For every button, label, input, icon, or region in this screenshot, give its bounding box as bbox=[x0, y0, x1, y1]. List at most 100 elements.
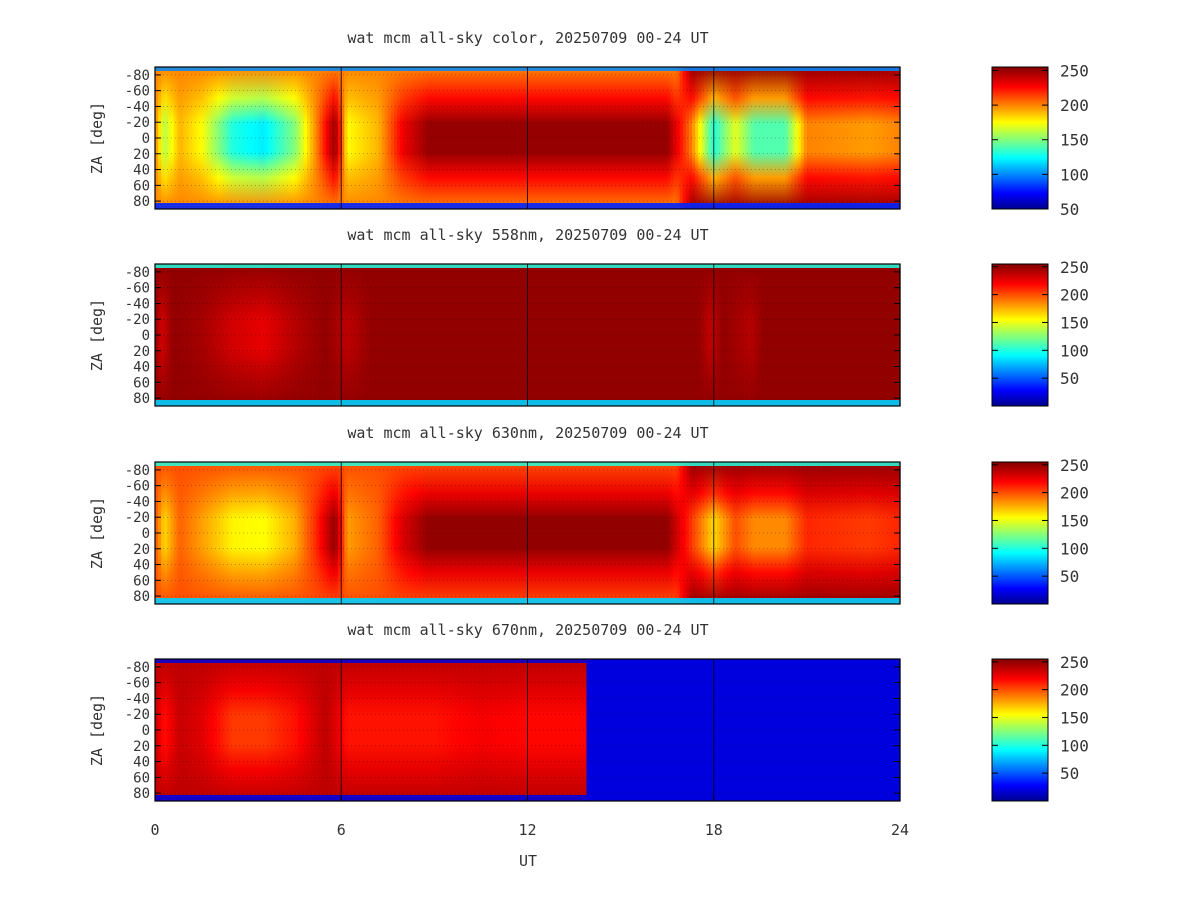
heatmap-column bbox=[378, 67, 383, 209]
heatmap-column bbox=[372, 462, 376, 604]
x-tick-label: 0 bbox=[150, 821, 159, 839]
heatmap-column bbox=[819, 462, 823, 604]
heatmap-column bbox=[223, 462, 227, 604]
heatmap-column bbox=[564, 659, 569, 801]
heatmap-column bbox=[378, 264, 383, 406]
heatmap-column bbox=[884, 462, 889, 604]
heatmap-column bbox=[719, 67, 724, 209]
heatmap-column bbox=[831, 67, 836, 209]
heatmap-column bbox=[248, 462, 252, 604]
heatmap-column bbox=[583, 264, 588, 406]
heatmap-column bbox=[316, 67, 321, 209]
heatmap-column bbox=[344, 67, 349, 209]
heatmap-column bbox=[692, 67, 696, 209]
heatmap-column bbox=[806, 67, 811, 209]
heatmap-column bbox=[459, 67, 463, 209]
heatmap-column bbox=[490, 462, 494, 604]
heatmap-column bbox=[664, 462, 668, 604]
heatmap-column bbox=[595, 264, 600, 406]
heatmap-column bbox=[372, 264, 376, 406]
heatmap-column bbox=[406, 67, 411, 209]
heatmap-column bbox=[511, 462, 516, 604]
heatmap-column bbox=[344, 462, 349, 604]
heatmap-column bbox=[217, 264, 221, 406]
heatmap-column bbox=[496, 67, 501, 209]
heatmap-column bbox=[878, 67, 882, 209]
heatmap-column bbox=[527, 264, 532, 406]
heatmap-column bbox=[605, 462, 609, 604]
heatmap-column bbox=[530, 659, 535, 801]
heatmap-column bbox=[778, 462, 783, 604]
heatmap-column bbox=[670, 462, 674, 604]
heatmap-column bbox=[245, 659, 249, 801]
heatmap-column bbox=[716, 264, 721, 406]
heatmap-column bbox=[813, 462, 817, 604]
x-tick-label: 12 bbox=[518, 821, 536, 839]
heatmap-column bbox=[204, 67, 209, 209]
heatmap-column bbox=[583, 67, 588, 209]
heatmap-column bbox=[872, 264, 876, 406]
heatmap-column bbox=[667, 67, 671, 209]
heatmap-column bbox=[362, 659, 367, 801]
heatmap-column bbox=[555, 462, 560, 604]
heatmap-column bbox=[536, 67, 541, 209]
heatmap-column bbox=[744, 264, 749, 406]
heatmap-column bbox=[195, 67, 200, 209]
heatmap-column bbox=[676, 67, 681, 209]
heatmap-column bbox=[167, 264, 172, 406]
heatmap-column bbox=[217, 67, 221, 209]
heatmap-column bbox=[732, 264, 737, 406]
colorbar bbox=[991, 66, 1049, 210]
heatmap-column bbox=[375, 67, 380, 209]
heatmap-column bbox=[474, 462, 479, 604]
heatmap-column bbox=[179, 462, 184, 604]
heatmap-column bbox=[471, 462, 476, 604]
heatmap-column bbox=[508, 659, 513, 801]
heatmap-column bbox=[707, 67, 712, 209]
heatmap-column bbox=[282, 659, 286, 801]
heatmap-column bbox=[875, 462, 879, 604]
y-tick-label: 20 bbox=[133, 542, 150, 558]
colorbar-tick-label: 250 bbox=[1060, 456, 1089, 475]
heatmap-column bbox=[415, 264, 420, 406]
heatmap-column bbox=[356, 659, 361, 801]
heatmap-column bbox=[732, 659, 737, 801]
heatmap-column bbox=[598, 462, 603, 604]
y-tick-label: 0 bbox=[142, 328, 150, 344]
heatmap-column bbox=[605, 659, 609, 801]
heatmap-column bbox=[182, 462, 187, 604]
heatmap-column bbox=[390, 659, 395, 801]
heatmap-column bbox=[692, 264, 696, 406]
heatmap-column bbox=[195, 462, 200, 604]
heatmap-column bbox=[192, 67, 196, 209]
heatmap-column bbox=[626, 264, 631, 406]
heatmap-column bbox=[359, 264, 364, 406]
heatmap-column bbox=[406, 462, 411, 604]
heatmap-column bbox=[660, 462, 665, 604]
heatmap-column bbox=[397, 462, 401, 604]
colorbar-tick-label: 100 bbox=[1060, 165, 1089, 184]
heatmap-column bbox=[484, 659, 488, 801]
heatmap-column bbox=[819, 264, 823, 406]
heatmap-column bbox=[468, 659, 473, 801]
heatmap-column bbox=[238, 462, 243, 604]
heatmap-column bbox=[856, 462, 861, 604]
heatmap-column bbox=[695, 659, 699, 801]
heatmap-column bbox=[688, 264, 693, 406]
heatmap-column bbox=[428, 659, 432, 801]
heatmap-column bbox=[751, 659, 755, 801]
heatmap-column bbox=[695, 462, 699, 604]
heatmap-column bbox=[800, 264, 805, 406]
heatmap-column bbox=[499, 67, 504, 209]
heatmap-column bbox=[502, 67, 507, 209]
heatmap-column bbox=[238, 264, 243, 406]
heatmap-column bbox=[543, 264, 547, 406]
heatmap-column bbox=[841, 264, 845, 406]
heatmap-column bbox=[260, 462, 265, 604]
heatmap-column bbox=[300, 67, 305, 209]
heatmap-column bbox=[710, 659, 715, 801]
heatmap-column bbox=[667, 659, 671, 801]
heatmap-column bbox=[362, 462, 367, 604]
y-tick-label: -80 bbox=[125, 463, 150, 479]
y-tick-label: -20 bbox=[125, 707, 150, 723]
